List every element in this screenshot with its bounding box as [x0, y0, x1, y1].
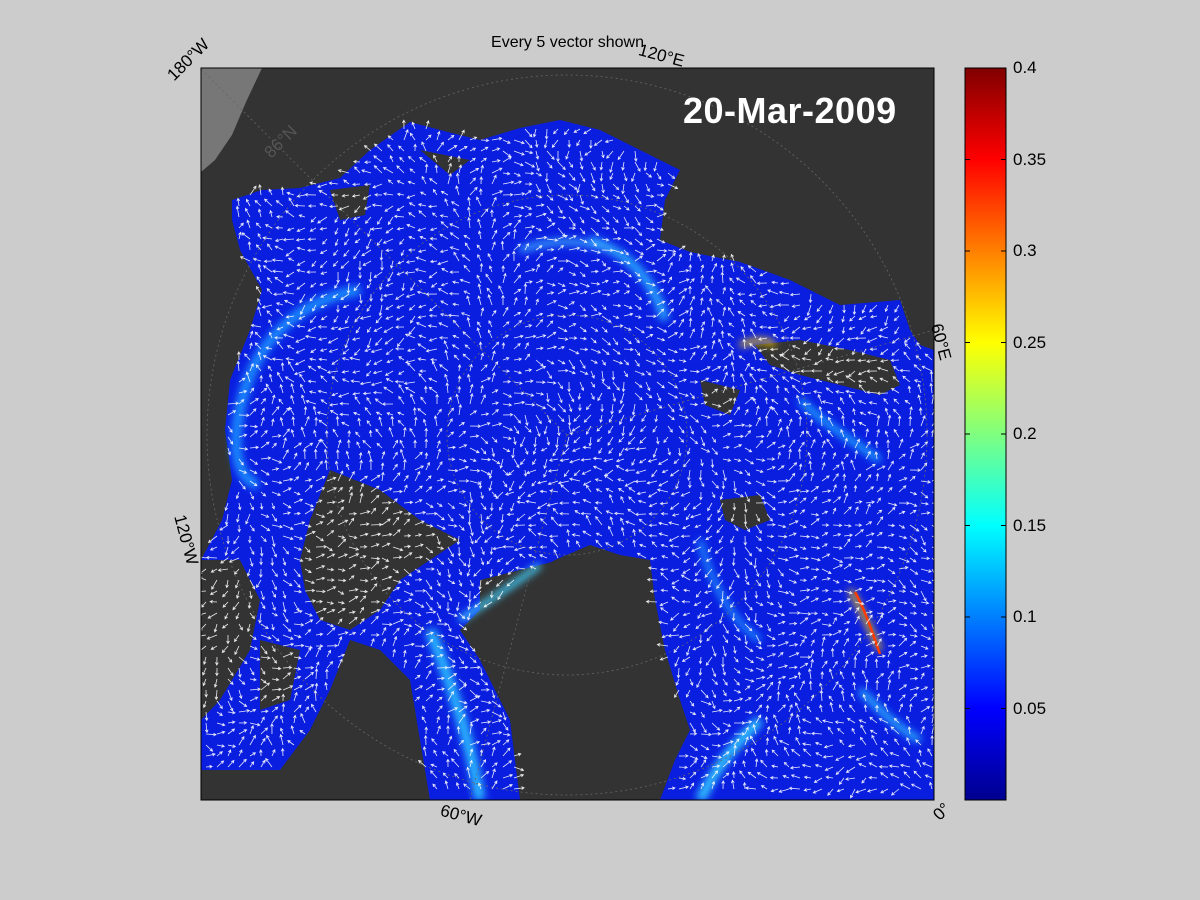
island-land	[420, 150, 470, 175]
ice-drift-vectors	[201, 119, 934, 799]
map-area	[201, 68, 934, 800]
colorbar-tick-label: 0.35	[1013, 149, 1047, 169]
colorbar-tick-label: 0.1	[1013, 607, 1037, 626]
colorbar-tick-label: 0.2	[1013, 424, 1037, 443]
colorbar-tick-label: 0.05	[1013, 698, 1047, 718]
colorbar-tick-label: 0.25	[1013, 332, 1047, 352]
map-title: Every 5 vector shown	[491, 34, 644, 51]
colorbar-ticks	[965, 67, 1006, 709]
island-land	[330, 185, 370, 220]
vector-arrows	[201, 119, 934, 799]
colorbar-tick-label: 0.3	[1013, 241, 1037, 260]
outside-domain	[201, 68, 262, 172]
coast-land	[201, 560, 260, 720]
map-border	[200, 67, 935, 801]
colorbar-tick-label: 0.4	[1013, 58, 1037, 77]
archipelago-land	[300, 470, 460, 630]
date-stamp: 20-Mar-2009	[683, 90, 897, 131]
island-land	[260, 640, 300, 710]
island-land	[720, 495, 770, 530]
colorbar-tick-label: 0.15	[1013, 515, 1047, 535]
graticule	[201, 68, 934, 800]
max-speed-streak	[853, 591, 882, 655]
colorbar	[964, 67, 1007, 801]
island-land	[700, 380, 740, 415]
